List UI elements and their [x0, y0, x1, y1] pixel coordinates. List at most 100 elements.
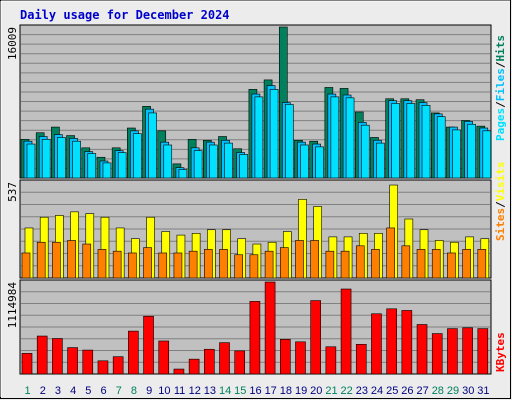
bar-pages-18 [284, 104, 294, 179]
bar-sites-17 [264, 250, 274, 279]
x-tick-8: 8 [131, 385, 137, 397]
x-tick-7: 7 [116, 385, 122, 397]
bar-sites-15 [234, 254, 244, 279]
bar-kbytes-28 [431, 333, 443, 375]
x-tick-13: 13 [204, 385, 216, 397]
bar-pages-25 [391, 103, 400, 179]
bar-sites-4 [67, 240, 76, 279]
x-tick-18: 18 [280, 385, 292, 397]
bar-pages-22 [345, 97, 355, 179]
x-tick-4: 4 [70, 385, 76, 397]
x-tick-1: 1 [25, 385, 31, 397]
bar-pages-10 [163, 144, 173, 179]
bar-pages-29 [452, 129, 461, 179]
x-tick-25: 25 [386, 385, 398, 397]
bar-sites-28 [431, 249, 441, 279]
bar-sites-10 [158, 252, 168, 279]
bar-sites-27 [416, 249, 426, 279]
x-tick-24: 24 [371, 385, 383, 397]
bar-kbytes-3 [52, 338, 63, 375]
legend-kbytes: KBytes [494, 332, 507, 372]
bar-pages-12 [193, 150, 203, 179]
bar-pages-20 [315, 146, 324, 179]
bar-pages-1 [26, 143, 36, 179]
bar-kbytes-27 [416, 324, 428, 375]
bar-kbytes-18 [279, 339, 291, 375]
bar-sites-6 [97, 249, 107, 279]
bar-kbytes-1 [21, 353, 33, 375]
chart-panels: 16009Pages/Files/Hits537Sites/Visits1114… [6, 24, 507, 375]
bar-sites-3 [52, 241, 61, 279]
x-tick-27: 27 [417, 385, 429, 397]
bar-sites-1 [21, 252, 31, 279]
bar-sites-30 [462, 249, 471, 279]
bar-kbytes-17 [264, 281, 276, 375]
bar-pages-26 [406, 103, 416, 179]
x-tick-11: 11 [174, 385, 185, 397]
bar-kbytes-25 [386, 308, 397, 375]
bar-kbytes-5 [82, 349, 94, 375]
x-tick-15: 15 [234, 385, 246, 397]
bar-pages-2 [41, 139, 51, 179]
bar-kbytes-19 [295, 341, 306, 375]
x-tick-21: 21 [325, 385, 337, 397]
bar-sites-2 [36, 241, 46, 279]
x-tick-16: 16 [249, 385, 261, 397]
x-tick-14: 14 [219, 385, 231, 397]
bar-pages-15 [239, 154, 249, 179]
legend: Sites/Visits [494, 162, 507, 242]
bar-pages-6 [102, 162, 112, 179]
bar-kbytes-20 [310, 300, 321, 375]
bar-kbytes-10 [158, 340, 170, 375]
bar-sites-8 [128, 252, 137, 279]
legend-pages: Pages [494, 108, 507, 141]
x-tick-29: 29 [447, 385, 459, 397]
legend: KBytes [494, 332, 507, 372]
bar-pages-7 [117, 152, 127, 179]
bar-kbytes-15 [234, 350, 246, 375]
bar-kbytes-16 [249, 301, 261, 375]
bar-pages-21 [330, 96, 340, 179]
x-tick-22: 22 [341, 385, 353, 397]
legend-sites: Sites [494, 208, 507, 241]
bar-pages-31 [482, 130, 492, 179]
chart-title: Daily usage for December 2024 [20, 8, 230, 22]
bar-pages-24 [376, 142, 385, 179]
y-max-label: 537 [6, 182, 19, 202]
x-tick-17: 17 [265, 385, 277, 397]
bar-sites-25 [386, 227, 395, 279]
bar-sites-29 [447, 252, 456, 279]
bar-sites-16 [249, 254, 259, 279]
x-tick-10: 10 [158, 385, 170, 397]
bar-sites-31 [477, 249, 487, 279]
legend-files: Files [494, 68, 507, 101]
bar-kbytes-2 [36, 335, 48, 375]
panel-visits-sites: 537 Sites/Visits [6, 162, 507, 279]
bar-kbytes-30 [462, 327, 473, 375]
bar-pages-16 [254, 96, 264, 179]
x-tick-6: 6 [101, 385, 107, 397]
x-tick-9: 9 [146, 385, 152, 397]
bar-kbytes-9 [143, 315, 154, 375]
x-tick-2: 2 [40, 385, 46, 397]
bar-sites-19 [295, 240, 304, 279]
legend: Pages/Files/Hits [494, 35, 507, 141]
bar-pages-5 [87, 153, 97, 179]
bar-kbytes-23 [355, 343, 367, 375]
bar-sites-18 [279, 247, 289, 279]
bar-kbytes-24 [371, 313, 382, 375]
x-tick-labels: 1 2 3 4 5 6 7 8 9 10 11 12 13 14 15 16 17 18 19 20 21 22 23 24 2… [25, 385, 490, 397]
legend-separator: / [494, 61, 507, 68]
bar-pages-8 [133, 133, 142, 179]
bar-kbytes-21 [325, 346, 337, 375]
bar-kbytes-7 [112, 356, 124, 375]
bar-sites-23 [355, 245, 365, 279]
bar-sites-5 [82, 243, 92, 279]
bar-sites-7 [112, 250, 122, 279]
bar-pages-9 [148, 112, 157, 179]
bar-pages-14 [224, 142, 233, 179]
x-tick-23: 23 [356, 385, 368, 397]
bar-kbytes-4 [67, 347, 78, 375]
bar-kbytes-8 [128, 330, 139, 375]
